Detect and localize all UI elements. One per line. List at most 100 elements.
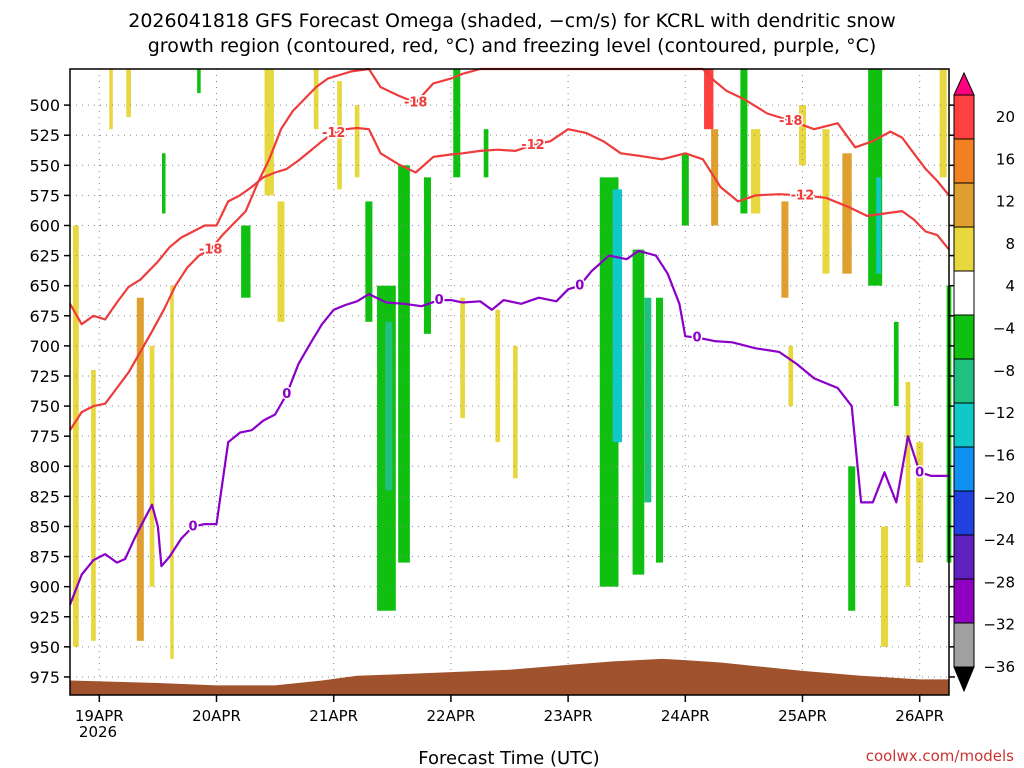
colorbar-level-label: −4 — [993, 320, 1015, 338]
x-axis-year-label: 2026 — [79, 723, 117, 741]
omega-shade-cell — [822, 129, 830, 274]
omega-shade-cell — [197, 69, 201, 94]
omega-shade-cell — [483, 129, 489, 178]
colorbar-level-label: −16 — [983, 446, 1015, 464]
omega-shade-cell — [337, 81, 342, 190]
omega-shade-cell — [495, 309, 501, 443]
y-tick-label: 500 — [29, 96, 60, 115]
omega-shade-cell — [893, 321, 899, 407]
colorbar-bottom-arrow — [953, 666, 975, 693]
colorbar-level-label: −24 — [983, 531, 1015, 549]
colorbar-top-arrow — [953, 71, 975, 96]
credit-text: coolwx.com/models — [866, 747, 1014, 765]
x-tick-label: 19APR — [75, 707, 124, 725]
y-tick-label: 650 — [29, 277, 60, 296]
y-tick-label: 825 — [29, 487, 60, 506]
y-tick-label: 875 — [29, 548, 60, 567]
y-tick-label: 725 — [29, 367, 60, 386]
colorbar-swatch — [953, 270, 975, 316]
omega-shade-cell — [781, 201, 789, 298]
colorbar-level-label: 8 — [1005, 235, 1015, 253]
y-tick-label: 675 — [29, 307, 60, 326]
chart-title-line1: 2026041818 GFS Forecast Omega (shaded, −… — [128, 10, 895, 32]
colorbar-swatch — [953, 314, 975, 360]
omega-shade-cell — [644, 297, 652, 503]
y-tick-label: 775 — [29, 427, 60, 446]
omega-shade-cell — [126, 69, 131, 118]
y-tick-label: 575 — [29, 186, 60, 205]
colorbar-swatch — [953, 138, 975, 184]
terrain-layer — [70, 658, 949, 695]
colorbar-level-label: −8 — [993, 362, 1015, 380]
plot-background — [70, 69, 949, 695]
colorbar-level-label: 20 — [996, 108, 1015, 126]
y-tick-label: 950 — [29, 638, 60, 657]
colorbar-swatch — [953, 578, 975, 624]
omega-shade-cell — [398, 165, 410, 563]
x-tick-label: 20APR — [192, 707, 241, 725]
contour-freezing-level-label: 0 — [575, 279, 584, 294]
omega-shade-cell — [881, 526, 889, 647]
omega-shade-cell — [876, 177, 882, 274]
contour-freezing-level-label: 0 — [692, 330, 701, 345]
x-tick-label: 23APR — [544, 707, 593, 725]
y-tick-label: 925 — [29, 608, 60, 627]
x-axis-label: Forecast Time (UTC) — [418, 748, 599, 768]
colorbar-level-label: −28 — [983, 573, 1015, 591]
y-tick-label: 525 — [29, 126, 60, 145]
colorbar-swatch — [953, 226, 975, 272]
omega-shade-cell — [740, 69, 748, 214]
colorbar-level-label: −12 — [983, 404, 1015, 422]
y-tick-label: 850 — [29, 517, 60, 536]
colorbar-swatch — [953, 622, 975, 668]
omega-shade-cell — [277, 201, 285, 322]
x-tick-label: 21APR — [309, 707, 358, 725]
contour-minus12-label: -12 — [521, 138, 545, 153]
omega-shade-cell — [162, 153, 166, 214]
contour-minus18-label: -18 — [404, 96, 428, 111]
x-tick-label: 25APR — [778, 707, 827, 725]
omega-shade-cell — [72, 225, 79, 647]
contour-layer: -18 -18 -18 -12 -12 -12 0 0 0 0 0 0 — [68, 67, 950, 606]
omega-shade-cell — [460, 297, 465, 419]
colorbar-level-label: 12 — [996, 193, 1015, 211]
omega-shade-cell — [513, 345, 518, 479]
omega-shade-cell — [656, 297, 664, 563]
colorbar: 20 16 12 8 4 −4 −8 −12 −16 −20 −24 −28 −32 −36 — [953, 71, 1015, 693]
omega-shade-cell — [939, 69, 947, 178]
plot-frame — [69, 68, 950, 696]
colorbar-swatch — [953, 534, 975, 580]
y-tick-label: 900 — [29, 578, 60, 597]
omega-shade-cell — [842, 153, 852, 274]
omega-shade-cell — [136, 297, 144, 641]
y-tick-label: 750 — [29, 397, 60, 416]
y-tick-label: 600 — [29, 217, 60, 236]
omega-shade-cell — [365, 201, 373, 322]
colorbar-swatch — [953, 402, 975, 448]
omega-shade-cell — [612, 189, 623, 443]
contour-freezing-level — [68, 249, 949, 606]
colorbar-swatch — [953, 490, 975, 536]
colorbar-swatch — [953, 446, 975, 492]
contour-freezing-level-label: 0 — [915, 465, 924, 480]
omega-shade-cell — [423, 177, 431, 334]
contour-minus12 — [69, 126, 950, 326]
colorbar-level-label: 4 — [1005, 277, 1015, 295]
colorbar-level-label: −20 — [983, 489, 1015, 507]
contour-minus12-label: -12 — [791, 188, 815, 203]
omega-shade-cell — [149, 345, 155, 587]
omega-shade-cell — [848, 466, 856, 611]
contour-minus18-label: -18 — [199, 243, 223, 258]
contour-freezing-level-label: 0 — [435, 293, 444, 308]
omega-shade-cell — [170, 285, 174, 659]
colorbar-swatch — [953, 94, 975, 140]
omega-shade-cell — [916, 442, 924, 563]
y-tick-label: 700 — [29, 337, 60, 356]
colorbar-swatch — [953, 182, 975, 228]
chart-title-line2: growth region (contoured, red, °C) and f… — [148, 35, 877, 57]
omega-shade-cell — [109, 69, 113, 130]
contour-minus18 — [69, 67, 950, 431]
contour-freezing-level-label: 0 — [282, 387, 291, 402]
y-tick-label: 975 — [29, 668, 60, 687]
